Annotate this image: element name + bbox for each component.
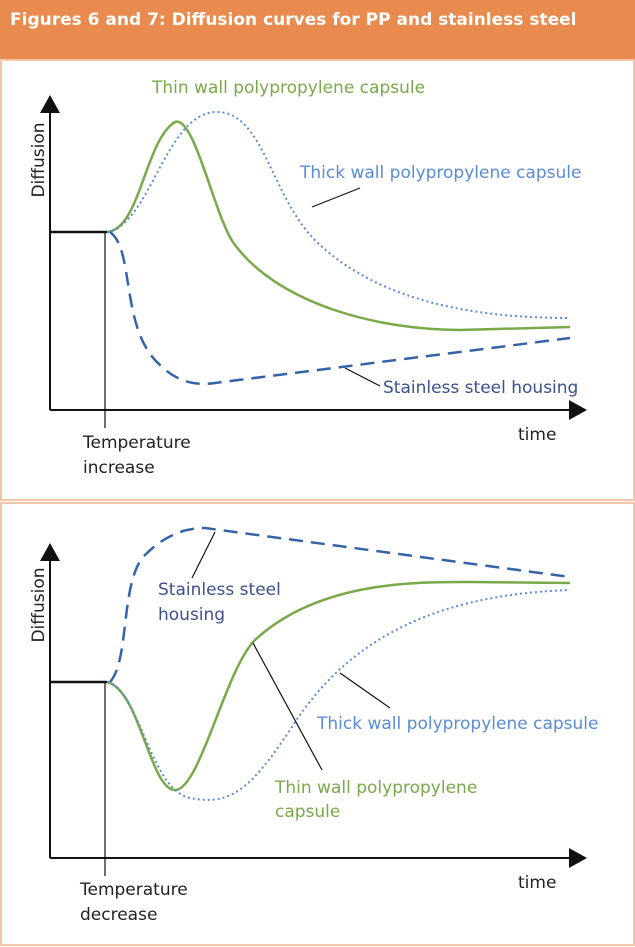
figure-7: Diffusion time Temperature decrease Stai… (29, 526, 598, 925)
thick-wall-label: Thick wall polypropylene capsule (316, 714, 598, 734)
steel-label: Stainless steel housing (383, 378, 578, 398)
leader-line (344, 367, 381, 387)
panel (0, 59, 635, 501)
event-label: decrease (80, 905, 157, 925)
leader-line (252, 642, 323, 771)
leader-line (191, 531, 216, 579)
leader-line (339, 672, 391, 709)
steel-label: Stainless steel (158, 580, 281, 600)
thin-wall-label: Thin wall polypropylene (274, 778, 477, 798)
x-axis-label: time (518, 873, 556, 893)
thick-wall-curve (106, 110, 571, 319)
steel-curve (109, 526, 571, 683)
thick-wall-label: Thick wall polypropylene capsule (299, 163, 581, 183)
y-axis-label: Diffusion (29, 122, 49, 197)
leader-line (311, 187, 361, 208)
thin-wall-label: Thin wall polypropylene capsule (151, 78, 425, 98)
x-axis-label: time (518, 425, 556, 445)
y-axis-label: Diffusion (29, 567, 49, 642)
thin-wall-curve (106, 120, 571, 332)
steel-label: housing (158, 605, 225, 625)
thin-wall-label: capsule (275, 802, 340, 822)
header-title: Figures 6 and 7: Diffusion curves for PP… (0, 0, 635, 60)
event-label: increase (83, 458, 155, 478)
thin-wall-curve (106, 580, 571, 792)
steel-curve (109, 230, 571, 386)
event-label: Temperature (79, 880, 188, 900)
event-label: Temperature (82, 433, 191, 453)
figure-6: Diffusion time Temperature increase Thin… (29, 78, 587, 478)
thick-wall-curve (106, 589, 571, 801)
panel (0, 502, 635, 946)
